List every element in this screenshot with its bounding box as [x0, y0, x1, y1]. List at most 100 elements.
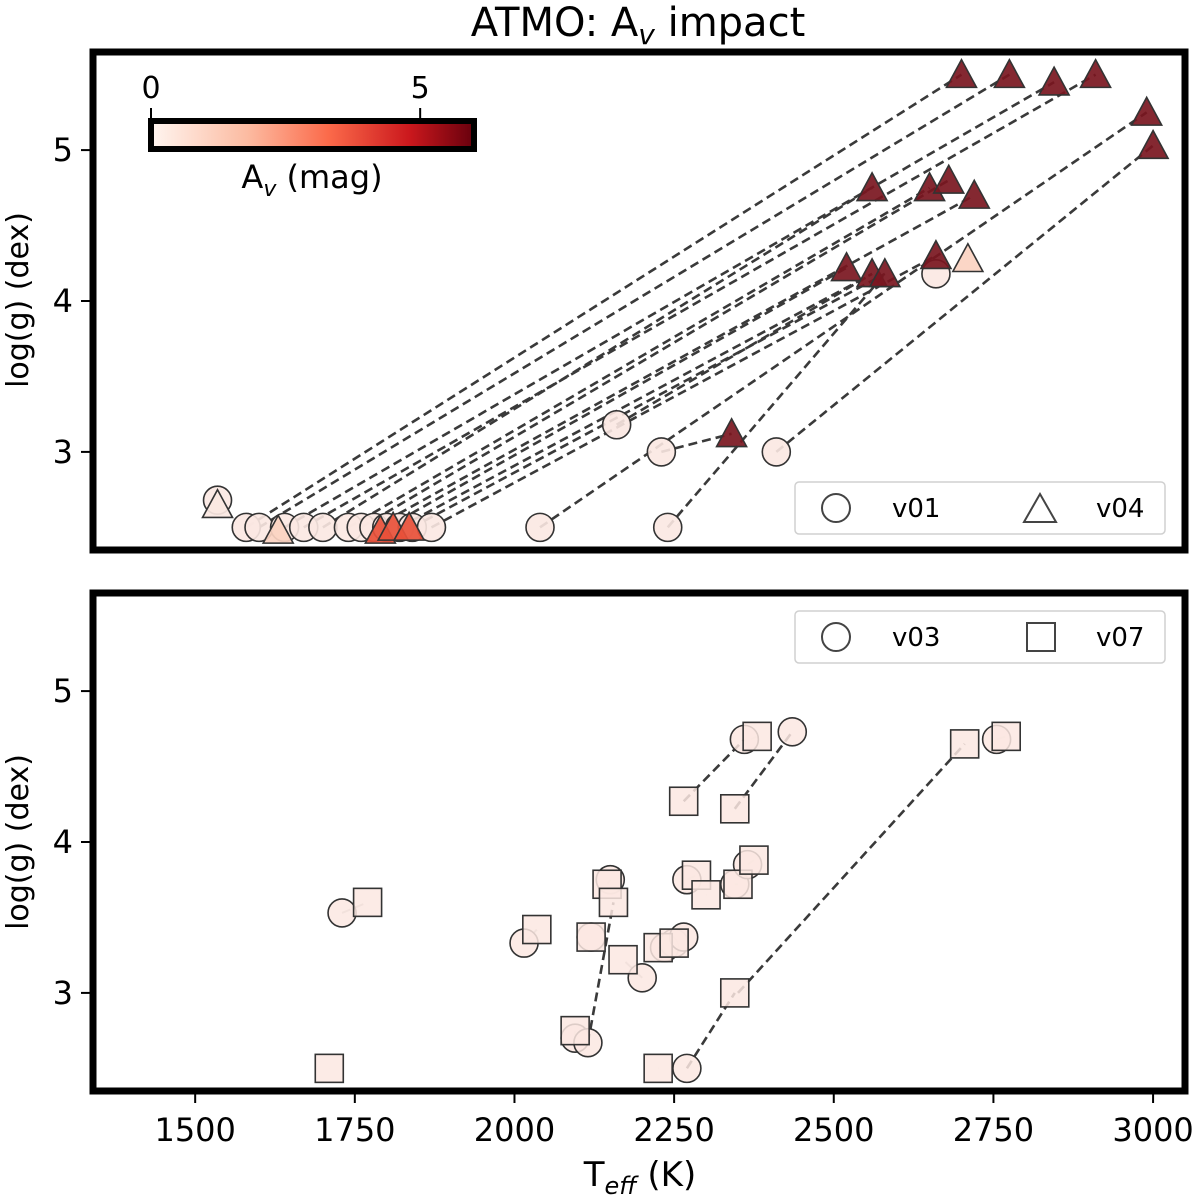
bottom-legend-box [794, 610, 1166, 664]
bottom-panel: 3 4 5 1500 1750 2000 2250 2500 2750 3000 log(g) … [1, 589, 1194, 1198]
legend-entry-v04: v04 [1096, 494, 1144, 524]
v04-point [1130, 95, 1164, 126]
x-tick-label: 2000 [474, 1111, 555, 1149]
legend-triangle-icon [1022, 491, 1058, 523]
x-tick-label: 3000 [1112, 1111, 1193, 1149]
v01-point [308, 512, 338, 543]
top-pair-lines [245, 73, 1154, 529]
bottom-points [314, 717, 1021, 1084]
top-legend: v01 v04 [794, 481, 1166, 535]
v04-point [945, 57, 978, 89]
x-tick-label: 1500 [154, 1111, 235, 1149]
pair-line [430, 254, 937, 529]
y-tick-label: 5 [53, 131, 73, 169]
v04-point [951, 242, 985, 273]
v04-point [1037, 65, 1071, 96]
v04-point [855, 171, 889, 202]
figure-title: ATMO: Av impact [471, 0, 806, 51]
colorbar-label: Av (mag) [241, 158, 382, 202]
pair-line [661, 432, 732, 454]
pair-line [373, 194, 975, 529]
y-tick-label: 3 [53, 433, 73, 471]
v04-point [261, 513, 295, 544]
v04-point [957, 178, 991, 209]
v04-point [830, 251, 863, 282]
v04-point [1136, 128, 1170, 160]
legend-entry-v01: v01 [892, 494, 940, 524]
pair-line [775, 144, 1154, 453]
v03-point [672, 1053, 702, 1084]
v07-point [739, 845, 769, 875]
v01-point [652, 512, 683, 543]
bottom-plot-frame [89, 589, 1189, 1095]
top-points [201, 57, 1170, 544]
v04-point [993, 57, 1026, 89]
y-tick-label: 3 [53, 974, 73, 1012]
legend-square-icon [1026, 622, 1056, 652]
legend-entry-v07: v07 [1096, 623, 1144, 653]
v07-point [598, 887, 629, 918]
pair-line [586, 902, 615, 1043]
v07-point [659, 928, 689, 958]
top-y-axis-label: log(g) (dex) [1, 212, 36, 388]
v01-point [761, 437, 792, 467]
v03-point [327, 898, 357, 928]
pair-line [245, 73, 963, 529]
x-tick-label: 2500 [793, 1111, 874, 1149]
bottom-y-axis: 3 4 5 [53, 672, 93, 1012]
bottom-y-axis-label: log(g) (dex) [1, 754, 36, 930]
v01-point [601, 409, 632, 440]
v01-point [646, 437, 677, 467]
v04-point [392, 510, 426, 541]
v01-point [525, 512, 555, 543]
top-legend-box [794, 481, 1166, 535]
v07-point [314, 1053, 345, 1084]
v07-point [719, 978, 750, 1008]
legend-entry-v03: v03 [892, 623, 940, 653]
v07-point [522, 914, 552, 945]
pair-line [386, 266, 848, 529]
bottom-legend: v03 v07 [794, 610, 1166, 664]
v04-point [1079, 57, 1112, 89]
x-tick-label: 2250 [633, 1111, 714, 1149]
y-tick-label: 4 [53, 823, 73, 861]
colorbar-tick-label: 0 [141, 71, 160, 106]
pair-line [303, 73, 1097, 529]
v04-point [932, 163, 966, 194]
bottom-x-axis: 1500 1750 2000 2250 2500 2750 3000 [154, 1091, 1194, 1149]
pair-line [347, 186, 931, 529]
v07-point [668, 786, 699, 817]
legend-circle-icon [821, 493, 851, 523]
v07-point [608, 944, 638, 975]
v07-point [991, 721, 1021, 752]
pair-line [360, 179, 950, 529]
pair-line [615, 272, 873, 426]
v07-point [560, 1015, 590, 1046]
v07-point [352, 887, 383, 918]
pair-line [258, 73, 1011, 529]
colorbar-gradient [148, 118, 477, 152]
v04-point [919, 239, 953, 270]
v03-point [777, 717, 808, 747]
pair-line [539, 111, 1148, 529]
v04-point [201, 488, 234, 519]
x-tick-label: 1750 [314, 1111, 395, 1149]
colorbar-tick-label: 5 [411, 71, 430, 106]
v07-point [949, 729, 980, 759]
bottom-x-axis-label: Teff (K) [583, 1155, 697, 1198]
pair-line [398, 272, 873, 529]
v07-point [742, 721, 772, 752]
pair-line [322, 186, 873, 529]
pair-line [411, 272, 886, 529]
v07-point [719, 793, 750, 824]
top-y-axis: 3 4 5 [53, 131, 93, 471]
bottom-pair-lines [341, 731, 1007, 1070]
v04-point [868, 257, 902, 288]
y-tick-label: 4 [53, 282, 73, 320]
pair-line [283, 81, 1055, 529]
v07-point [643, 1053, 673, 1084]
